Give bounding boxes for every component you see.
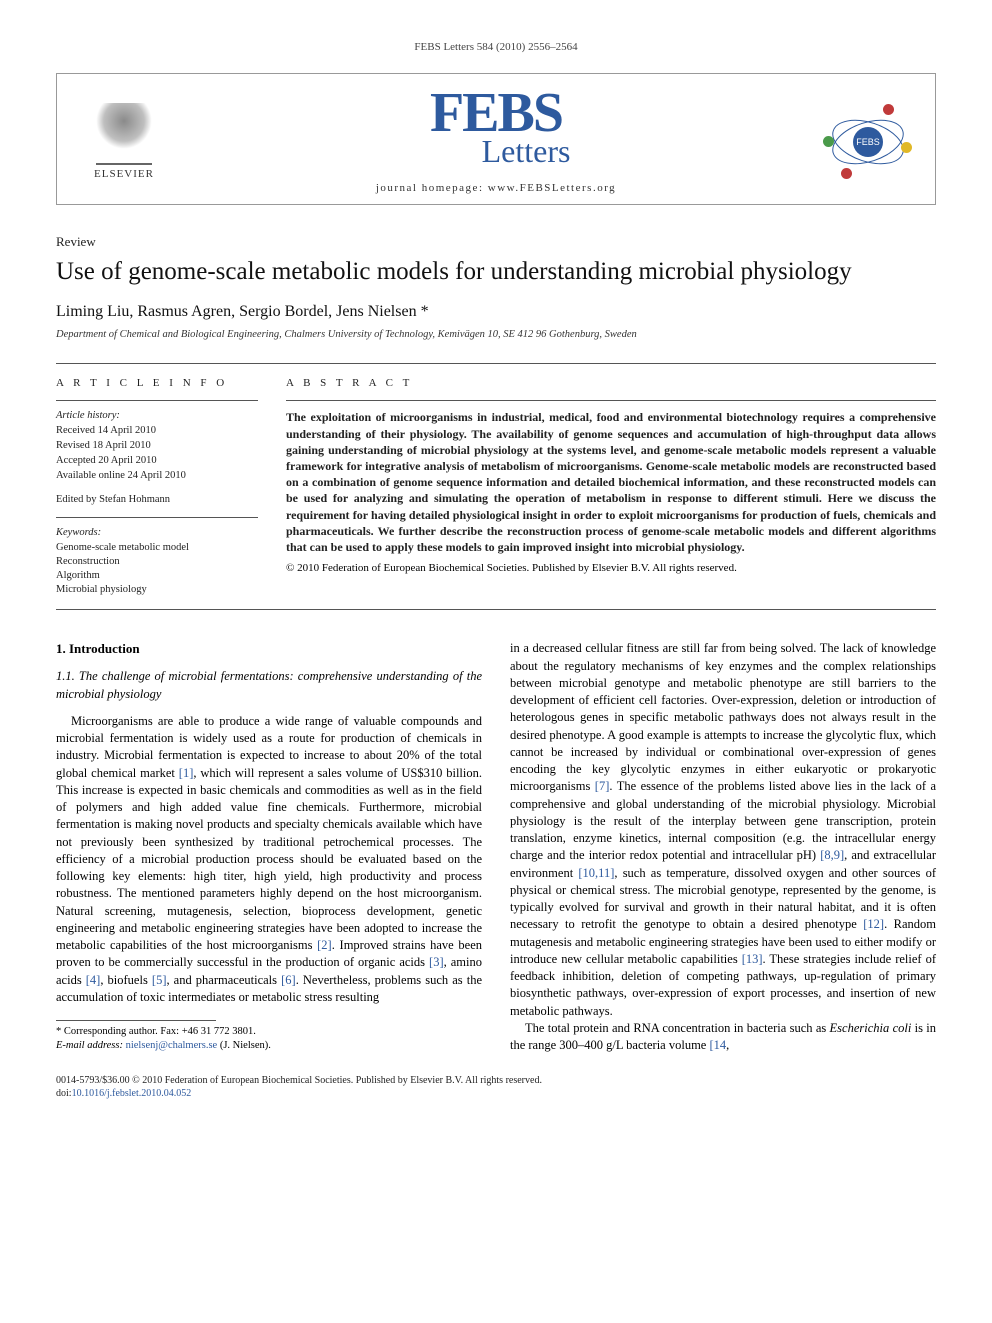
history-received: Received 14 April 2010: [56, 424, 258, 438]
citation-link[interactable]: [5]: [152, 973, 167, 987]
article-title: Use of genome-scale metabolic models for…: [56, 257, 936, 287]
journal-logo-center: FEBS Letters journal homepage: www.FEBSL…: [169, 88, 823, 196]
body-paragraph: Microorganisms are able to produce a wid…: [56, 713, 482, 1006]
journal-name-sub: Letters: [482, 130, 571, 173]
citation-link[interactable]: [4]: [86, 973, 101, 987]
journal-homepage[interactable]: journal homepage: www.FEBSLetters.org: [169, 181, 823, 196]
page-footer: 0014-5793/$36.00 © 2010 Federation of Eu…: [56, 1074, 936, 1100]
publisher-logo-block: ELSEVIER: [79, 103, 169, 182]
affiliation: Department of Chemical and Biological En…: [56, 328, 936, 342]
keywords-label: Keywords:: [56, 526, 258, 540]
journal-header: ELSEVIER FEBS Letters journal homepage: …: [56, 73, 936, 205]
doi-link[interactable]: 10.1016/j.febslet.2010.04.052: [72, 1088, 192, 1099]
citation-link[interactable]: [3]: [429, 955, 444, 969]
citation-link[interactable]: [6]: [281, 973, 296, 987]
history-online: Available online 24 April 2010: [56, 469, 258, 483]
keyword: Genome-scale metabolic model: [56, 541, 258, 555]
article-info-column: A R T I C L E I N F O Article history: R…: [56, 376, 258, 598]
citation-link[interactable]: [7]: [595, 779, 610, 793]
email-label: E-mail address:: [56, 1040, 123, 1051]
emblem-center-label: FEBS: [853, 127, 883, 157]
history-revised: Revised 18 April 2010: [56, 439, 258, 453]
citation-link[interactable]: [10,11]: [578, 866, 614, 880]
abstract-copyright: © 2010 Federation of European Biochemica…: [286, 561, 936, 576]
running-head: FEBS Letters 584 (2010) 2556–2564: [56, 40, 936, 55]
info-rule-1: [56, 400, 258, 401]
email-link[interactable]: nielsenj@chalmers.se: [126, 1040, 218, 1051]
footer-copyright: 0014-5793/$36.00 © 2010 Federation of Eu…: [56, 1074, 936, 1087]
febs-emblem-icon: FEBS: [823, 100, 913, 184]
citation-link[interactable]: [13]: [742, 952, 763, 966]
citation-link[interactable]: [8,9]: [820, 848, 844, 862]
citation-link[interactable]: [12]: [863, 917, 884, 931]
info-rule-2: [56, 517, 258, 518]
article-type: Review: [56, 233, 936, 251]
citation-link[interactable]: [1]: [179, 766, 194, 780]
body-paragraph: in a decreased cellular fitness are stil…: [510, 640, 936, 1020]
abstract-heading: A B S T R A C T: [286, 376, 936, 391]
keyword: Algorithm: [56, 569, 258, 583]
corresponding-author-footnote: * Corresponding author. Fax: +46 31 772 …: [56, 1025, 482, 1052]
body-paragraph: The total protein and RNA concentration …: [510, 1020, 936, 1055]
authors: Liming Liu, Rasmus Agren, Sergio Bordel,…: [56, 301, 936, 323]
abstract-rule: [286, 400, 936, 401]
keyword: Microbial physiology: [56, 583, 258, 597]
body-text: 1. Introduction 1.1. The challenge of mi…: [56, 640, 936, 1054]
abstract-text: The exploitation of microorganisms in in…: [286, 409, 936, 555]
doi-label: doi:: [56, 1088, 72, 1099]
elsevier-tree-icon: [96, 103, 152, 165]
rule-top: [56, 363, 936, 364]
history-accepted: Accepted 20 April 2010: [56, 454, 258, 468]
keyword: Reconstruction: [56, 555, 258, 569]
abstract-column: A B S T R A C T The exploitation of micr…: [286, 376, 936, 598]
article-info-heading: A R T I C L E I N F O: [56, 376, 258, 391]
rule-bottom: [56, 609, 936, 610]
edited-by: Edited by Stefan Hohmann: [56, 493, 258, 507]
section-heading-1: 1. Introduction: [56, 640, 482, 658]
species-name: Escherichia coli: [830, 1021, 912, 1035]
section-heading-1-1: 1.1. The challenge of microbial fermenta…: [56, 668, 482, 703]
citation-link[interactable]: [14: [709, 1038, 726, 1052]
footnote-rule: [56, 1020, 216, 1021]
citation-link[interactable]: [2]: [317, 938, 332, 952]
history-label: Article history:: [56, 409, 258, 423]
publisher-label: ELSEVIER: [94, 167, 154, 182]
